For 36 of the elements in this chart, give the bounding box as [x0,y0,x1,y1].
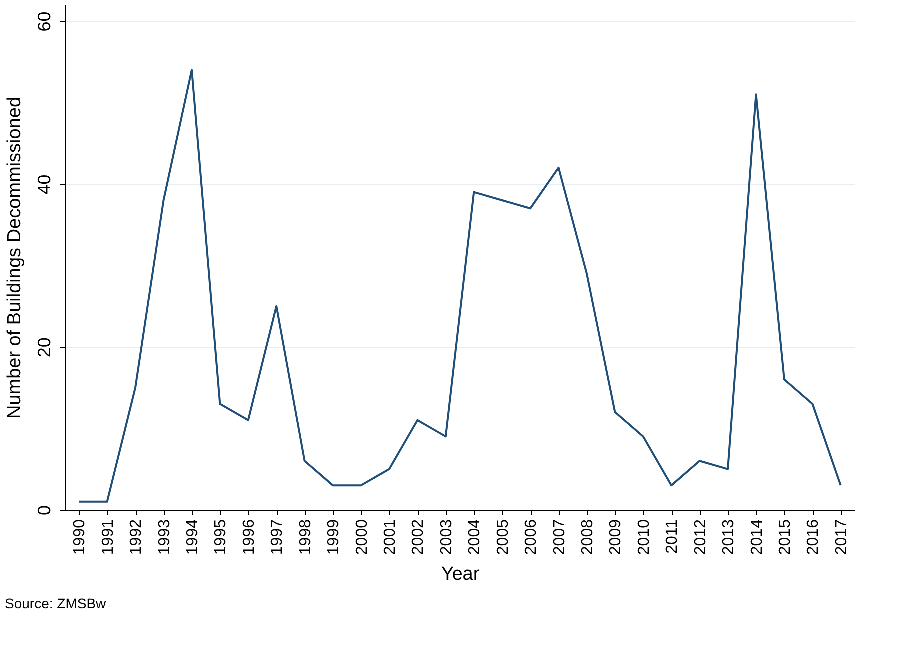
x-tick-label: 1993 [156,519,174,556]
x-tick-label: 2011 [664,519,682,554]
x-tick-label: 2009 [608,519,625,556]
x-tick-label: 2004 [466,519,484,556]
x-tick-label: 2015 [776,519,794,556]
source-note: Source: ZMSBw [5,596,108,612]
x-tick-label: 1992 [128,519,146,556]
x-tick-label: 2003 [438,519,456,556]
x-tick-label: 1994 [184,519,202,556]
x-tick-label: 1998 [297,519,314,556]
y-tick-label: 60 [34,12,54,32]
x-tick-label: 2008 [579,519,596,556]
x-tick-label: 2013 [720,519,738,556]
x-tick-label: 2017 [833,519,850,556]
x-tick-label: 1990 [72,519,89,556]
x-tick-label: 2002 [410,519,428,556]
x-tick-label: 2001 [382,519,399,556]
x-tick-label: 1991 [100,519,117,556]
x-tick-label: 2014 [748,519,766,556]
x-tick-label: 2000 [354,519,371,556]
y-tick-label: 20 [34,338,54,358]
x-tick-label: 2007 [551,519,568,556]
x-tick-label: 1999 [326,519,343,556]
x-tick-label: 2016 [805,519,822,556]
x-tick-label: 2006 [523,519,540,556]
x-tick-label: 1996 [240,519,258,556]
line-series [78,69,842,503]
y-tick-label: 40 [34,174,54,195]
x-tick-label: 2005 [494,519,512,556]
x-axis-title: Year [441,564,480,586]
y-tick-label: 0 [34,505,54,516]
y-axis-title: Number of Buildings Decommissioned [4,96,26,420]
x-tick-label: 2010 [636,519,653,556]
x-tick-label: 2012 [692,519,710,556]
x-tick-label: 1997 [269,519,286,556]
x-tick-label: 1995 [212,519,230,556]
